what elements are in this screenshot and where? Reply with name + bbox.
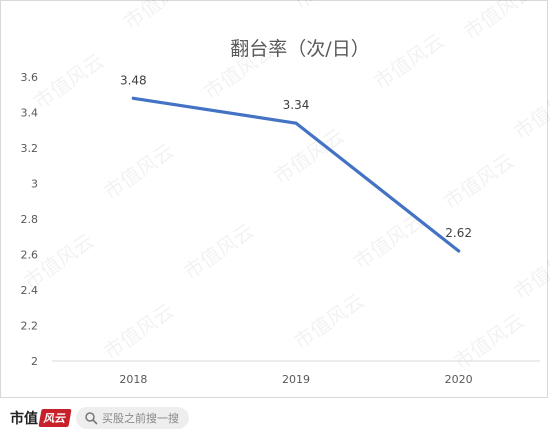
watermark-text: 市值风云 xyxy=(459,0,538,44)
watermark-text: 市值风云 xyxy=(509,79,550,145)
watermark-text: 市值风云 xyxy=(29,49,108,115)
brand-name: 市值 xyxy=(10,411,38,427)
data-point xyxy=(131,96,135,100)
y-tick-label: 2.4 xyxy=(21,284,39,297)
brand-logo-badge: 风云 xyxy=(38,409,72,427)
watermark-text: 市值风云 xyxy=(289,0,368,14)
data-point xyxy=(457,249,461,253)
watermark-text: 市值风云 xyxy=(99,299,178,365)
watermark-text: 市值风云 xyxy=(439,149,518,215)
data-label: 3.48 xyxy=(120,73,147,87)
brand-logo: 市值 风云 xyxy=(10,408,72,428)
watermark-text: 市值风云 xyxy=(179,219,258,285)
y-tick-label: 3 xyxy=(31,178,38,191)
chart-frame xyxy=(0,0,548,398)
y-tick-label: 2.8 xyxy=(21,213,39,226)
y-tick-label: 3.2 xyxy=(21,142,39,155)
data-point xyxy=(294,121,298,125)
search-icon xyxy=(85,412,98,425)
x-tick-label: 2018 xyxy=(119,373,147,386)
data-label: 2.62 xyxy=(445,226,472,240)
watermark-text: 市值风云 xyxy=(289,289,368,355)
y-tick-label: 2.2 xyxy=(21,320,39,333)
footer-bar: 市值 风云 买股之前搜一搜 xyxy=(0,400,550,435)
y-tick-label: 2 xyxy=(31,355,38,368)
search-placeholder: 买股之前搜一搜 xyxy=(102,412,179,425)
watermark-text: 市值风云 xyxy=(369,29,448,95)
data-label: 3.34 xyxy=(283,98,310,112)
search-box[interactable]: 买股之前搜一搜 xyxy=(76,407,189,429)
watermark-text: 市值风云 xyxy=(509,239,550,305)
y-tick-label: 2.6 xyxy=(21,249,39,262)
y-tick-label: 3.4 xyxy=(21,107,39,120)
x-tick-label: 2020 xyxy=(445,373,473,386)
y-tick-label: 3.6 xyxy=(21,71,39,84)
chart-title: 翻台率（次/日） xyxy=(230,38,369,60)
x-tick-label: 2019 xyxy=(282,373,310,386)
watermark-text: 市值风云 xyxy=(99,139,178,205)
watermark-text: 市值风云 xyxy=(119,0,198,34)
watermark-text: 市值风云 xyxy=(449,309,528,375)
